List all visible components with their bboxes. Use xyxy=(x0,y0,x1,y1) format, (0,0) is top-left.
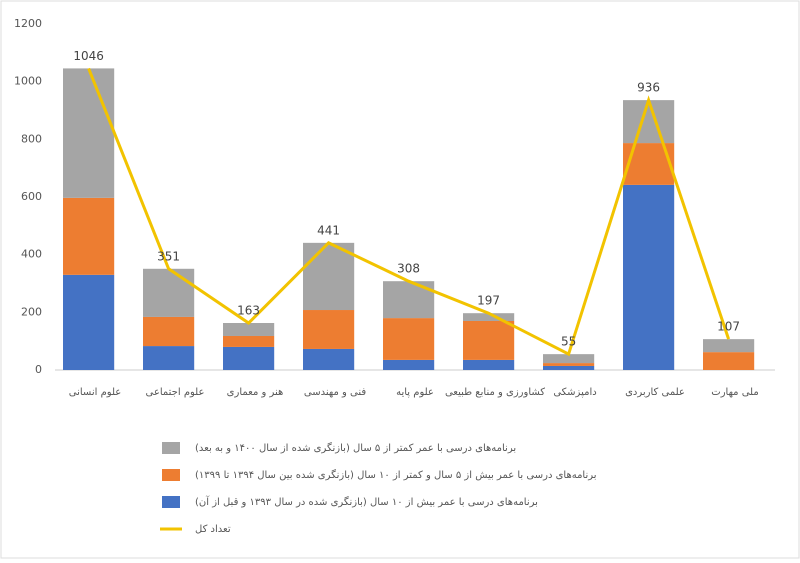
x-tick-label: علمی کاربردی xyxy=(625,387,685,398)
bar-segment xyxy=(223,335,275,347)
x-tick-label: علوم پایه xyxy=(396,387,434,398)
bar-segment xyxy=(303,348,355,370)
bar-segment xyxy=(223,346,275,370)
data-label: 308 xyxy=(397,262,420,276)
bar-segment xyxy=(303,242,355,311)
bar-segment xyxy=(543,365,595,370)
bar-segment xyxy=(463,313,515,321)
data-label: 1046 xyxy=(73,49,104,63)
data-label: 163 xyxy=(237,304,260,318)
bar-segment xyxy=(143,268,195,317)
y-tick-label: 1200 xyxy=(14,17,42,30)
x-tick-label: هنر و معماری xyxy=(227,387,284,398)
bar-segment xyxy=(623,184,675,370)
bar-segment xyxy=(623,100,675,144)
y-tick-label: 400 xyxy=(21,248,42,261)
bar-segment xyxy=(543,354,595,364)
bar-segment xyxy=(303,310,355,349)
bar-segment xyxy=(383,318,435,360)
total-line xyxy=(87,67,731,357)
x-tick-label: دامپزشکی xyxy=(553,387,596,398)
x-tick-label: ملی مهارت xyxy=(711,387,758,398)
bar-segment xyxy=(383,359,435,370)
data-label: 351 xyxy=(157,249,180,263)
legend-label: برنامه‌های درسی با عمر کمتر از ۵ سال (با… xyxy=(195,442,516,454)
data-label: 936 xyxy=(637,81,660,95)
bar-segment xyxy=(703,339,755,353)
y-tick-label: 800 xyxy=(21,132,42,145)
bar-segment xyxy=(63,197,115,275)
bar-segment xyxy=(143,316,195,347)
bar-segment xyxy=(463,359,515,370)
bar-segment xyxy=(143,346,195,370)
x-tick-label: فنی و مهندسی xyxy=(304,387,366,398)
x-tick-label: علوم اجتماعی xyxy=(146,387,205,398)
y-tick-label: 200 xyxy=(21,305,42,318)
x-tick-label: علوم انسانی xyxy=(69,387,121,398)
y-tick-label: 600 xyxy=(21,190,42,203)
data-label: 107 xyxy=(717,320,740,334)
legend-label: تعداد کل xyxy=(195,524,231,535)
data-label: 441 xyxy=(317,223,340,237)
bar-segment xyxy=(223,323,275,336)
x-tick-label: کشاورزی و منابع طبیعی xyxy=(445,387,545,398)
bar-segment xyxy=(543,363,595,366)
bar-segment xyxy=(463,320,515,360)
legend-marker xyxy=(162,442,180,454)
y-tick-label: 0 xyxy=(35,363,42,376)
bar-segment xyxy=(63,68,115,198)
legend-marker xyxy=(162,496,180,508)
data-label: 55 xyxy=(561,335,576,349)
data-label: 197 xyxy=(477,294,500,308)
legend-label: برنامه‌های درسی با عمر بیش از ۱۰ سال (با… xyxy=(195,495,538,508)
y-tick-label: 1000 xyxy=(14,75,42,88)
bar-segment xyxy=(703,352,755,370)
bar-segment xyxy=(63,274,115,370)
bar-segment xyxy=(383,281,435,319)
legend-marker xyxy=(162,469,180,481)
legend-label: برنامه‌های درسی با عمر بیش از ۵ سال و کم… xyxy=(195,469,597,481)
